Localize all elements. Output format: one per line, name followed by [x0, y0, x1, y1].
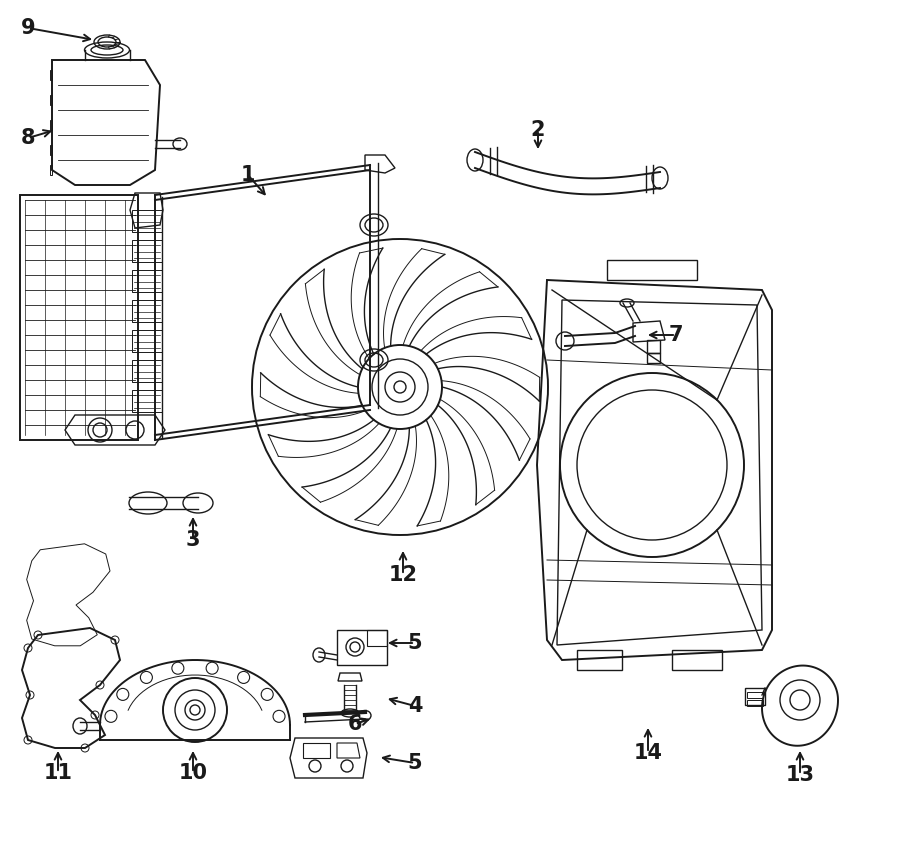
Text: 9: 9: [21, 18, 35, 38]
Text: 10: 10: [178, 763, 208, 783]
Text: 6: 6: [347, 714, 362, 734]
Text: 8: 8: [21, 128, 35, 148]
Text: 5: 5: [408, 753, 422, 773]
Text: 11: 11: [43, 763, 73, 783]
Text: 4: 4: [408, 696, 422, 716]
Text: 3: 3: [185, 530, 200, 550]
Text: 12: 12: [389, 565, 418, 585]
Text: 13: 13: [786, 765, 815, 785]
Text: 1: 1: [241, 165, 256, 185]
Text: 5: 5: [408, 633, 422, 653]
Text: 7: 7: [669, 325, 683, 345]
Text: 14: 14: [634, 743, 662, 763]
Text: 2: 2: [531, 120, 545, 140]
